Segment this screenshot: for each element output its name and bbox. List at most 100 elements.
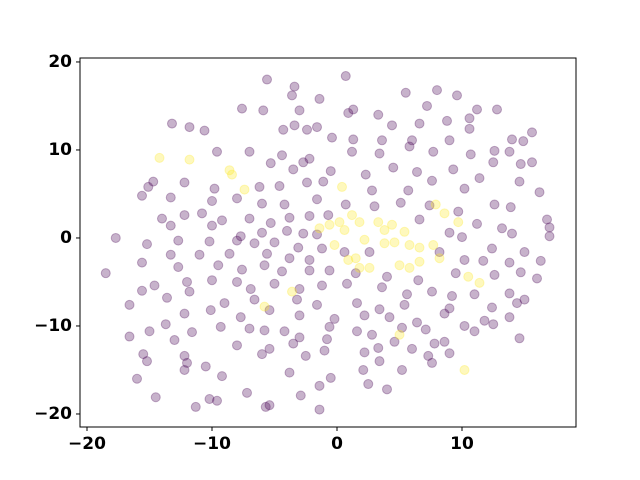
point — [289, 120, 300, 131]
point — [453, 217, 464, 228]
point — [414, 118, 425, 129]
point — [352, 298, 362, 309]
point — [474, 277, 485, 288]
point — [474, 173, 485, 184]
point — [534, 187, 545, 198]
point — [215, 321, 226, 332]
point — [212, 395, 222, 406]
point — [428, 240, 439, 251]
point — [504, 257, 515, 268]
point — [339, 247, 350, 258]
point — [478, 255, 489, 266]
point — [277, 266, 287, 277]
point — [464, 123, 475, 134]
point — [173, 262, 184, 273]
point — [369, 201, 380, 212]
point — [459, 183, 470, 194]
point — [184, 286, 195, 297]
point — [382, 384, 392, 395]
point — [167, 118, 177, 129]
point — [377, 135, 387, 146]
point — [489, 145, 500, 156]
x-tick-label: 0 — [331, 434, 343, 454]
point — [407, 135, 417, 146]
point — [142, 356, 152, 367]
point — [277, 150, 287, 161]
point — [347, 210, 357, 221]
point — [459, 254, 470, 265]
point — [348, 104, 359, 115]
point — [265, 158, 276, 169]
point — [402, 289, 412, 300]
point — [264, 343, 275, 354]
point — [515, 267, 526, 278]
point — [207, 220, 217, 231]
point — [294, 284, 305, 295]
point — [302, 177, 312, 188]
point — [194, 249, 205, 260]
point — [302, 124, 312, 135]
point — [288, 164, 299, 175]
point — [439, 308, 450, 319]
point — [207, 196, 217, 207]
point — [294, 310, 305, 321]
point — [187, 327, 197, 338]
point — [327, 132, 337, 143]
point — [249, 238, 260, 249]
point — [400, 87, 411, 98]
point — [337, 181, 347, 192]
point — [479, 315, 490, 326]
point — [412, 166, 422, 177]
point — [323, 210, 334, 221]
point — [232, 235, 242, 246]
point — [399, 226, 410, 237]
point — [204, 236, 215, 247]
point — [132, 373, 142, 384]
point — [179, 308, 190, 319]
point — [399, 299, 410, 310]
point — [527, 127, 537, 138]
point — [237, 264, 247, 275]
x-tick-label: −10 — [193, 434, 231, 454]
point — [262, 248, 272, 259]
point — [264, 305, 275, 316]
point — [304, 265, 315, 276]
point — [312, 194, 322, 205]
point — [212, 146, 222, 157]
point — [292, 294, 302, 305]
point — [173, 235, 184, 246]
point — [224, 165, 235, 176]
point — [374, 148, 385, 159]
point — [284, 212, 295, 223]
point — [432, 85, 442, 96]
point — [395, 197, 406, 208]
point — [487, 243, 497, 254]
point — [317, 280, 327, 291]
point — [505, 202, 516, 213]
point — [314, 404, 325, 415]
point — [254, 181, 265, 192]
point — [295, 390, 306, 401]
point — [397, 322, 407, 333]
point — [394, 329, 405, 340]
point — [219, 298, 230, 309]
point — [137, 190, 147, 201]
point — [487, 302, 497, 313]
point — [329, 313, 340, 324]
point — [339, 225, 350, 236]
point — [459, 320, 470, 331]
point — [414, 256, 425, 267]
point — [200, 361, 211, 372]
point — [278, 124, 289, 135]
point — [304, 254, 315, 265]
point — [300, 350, 311, 361]
x-tick-label: 10 — [450, 434, 474, 454]
point — [142, 239, 152, 250]
point — [287, 90, 297, 101]
point — [324, 265, 335, 276]
point — [350, 268, 361, 279]
point — [294, 332, 305, 343]
point — [322, 334, 332, 345]
point — [232, 276, 242, 287]
